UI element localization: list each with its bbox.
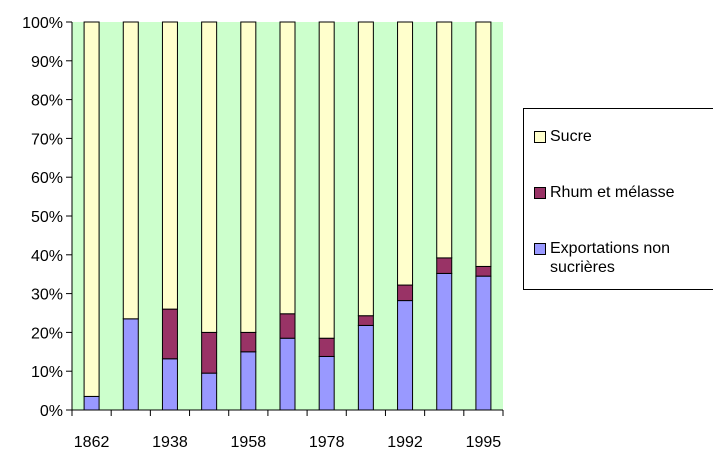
bar-segment-0-2 [83, 21, 100, 397]
x-tick-label-6: 1978 [309, 434, 345, 451]
bar-segment-7-1 [357, 315, 374, 326]
y-tick-label-7: 70% [31, 131, 63, 148]
bar-segment-7-2 [357, 21, 374, 317]
bar-segment-4-1 [240, 331, 257, 353]
bar-segment-3-1 [201, 331, 218, 374]
legend-label-sucre: Sucre [550, 128, 592, 145]
bar-segment-5-1 [279, 313, 296, 339]
bar-segment-7-0 [357, 324, 374, 411]
x-tick-label-2: 1938 [152, 434, 188, 451]
bar-segment-1-2 [122, 21, 139, 320]
bar-segment-6-0 [318, 355, 335, 411]
y-tick-label-1: 10% [31, 364, 63, 381]
legend-swatch-sucre [534, 131, 546, 143]
x-tick-label-8: 1992 [387, 434, 423, 451]
bar-segment-9-0 [436, 272, 453, 411]
legend-label-exportations-line2: sucrières [550, 259, 615, 276]
y-tick-label-6: 60% [31, 170, 63, 187]
legend-item-sucre: Sucre [534, 127, 592, 146]
bar-segment-10-2 [475, 21, 492, 267]
bar-segment-5-2 [279, 21, 296, 315]
legend-item-exportations: Exportations non sucrières [534, 239, 670, 277]
bar-segment-8-0 [397, 300, 414, 411]
bar-segment-9-2 [436, 21, 453, 259]
x-tick-label-4: 1958 [231, 434, 267, 451]
y-tick-label-10: 100% [22, 15, 63, 32]
y-tick-label-3: 30% [31, 287, 63, 304]
bar-segment-2-1 [161, 308, 178, 360]
y-tick-label-2: 20% [31, 325, 63, 342]
legend-label-exportations-wrap: Exportations non sucrières [550, 239, 670, 277]
bar-segment-3-0 [201, 372, 218, 411]
bar-segment-0-0 [83, 395, 100, 411]
bar-segment-6-2 [318, 21, 335, 339]
x-tick-label-10: 1995 [466, 434, 502, 451]
y-tick-label-9: 90% [31, 54, 63, 71]
bar-segment-6-1 [318, 337, 335, 357]
bar-segment-3-2 [201, 21, 218, 333]
y-tick-label-8: 80% [31, 93, 63, 110]
bar-segment-10-0 [475, 275, 492, 411]
y-tick-label-0: 0% [40, 403, 63, 420]
x-tick-label-0: 1862 [74, 434, 110, 451]
bar-segment-2-2 [161, 21, 178, 310]
bar-segment-2-0 [161, 358, 178, 411]
legend-swatch-exportations [534, 243, 546, 255]
bar-segment-9-1 [436, 257, 453, 274]
bar-segment-8-1 [397, 284, 414, 302]
bar-segment-8-2 [397, 21, 414, 286]
legend-swatch-rhum [534, 187, 546, 199]
bar-segment-4-0 [240, 351, 257, 411]
bar-segment-4-2 [240, 21, 257, 333]
y-tick-label-4: 40% [31, 248, 63, 265]
legend: Sucre Rhum et mélasse Exportations non s… [523, 108, 713, 290]
bar-segment-1-0 [122, 318, 139, 411]
legend-label-rhum: Rhum et mélasse [550, 184, 675, 201]
legend-label-exportations-line1: Exportations non [550, 240, 671, 257]
y-tick-label-5: 50% [31, 209, 63, 226]
bar-segment-10-1 [475, 265, 492, 277]
legend-item-rhum: Rhum et mélasse [534, 183, 675, 202]
bar-segment-5-0 [279, 337, 296, 411]
